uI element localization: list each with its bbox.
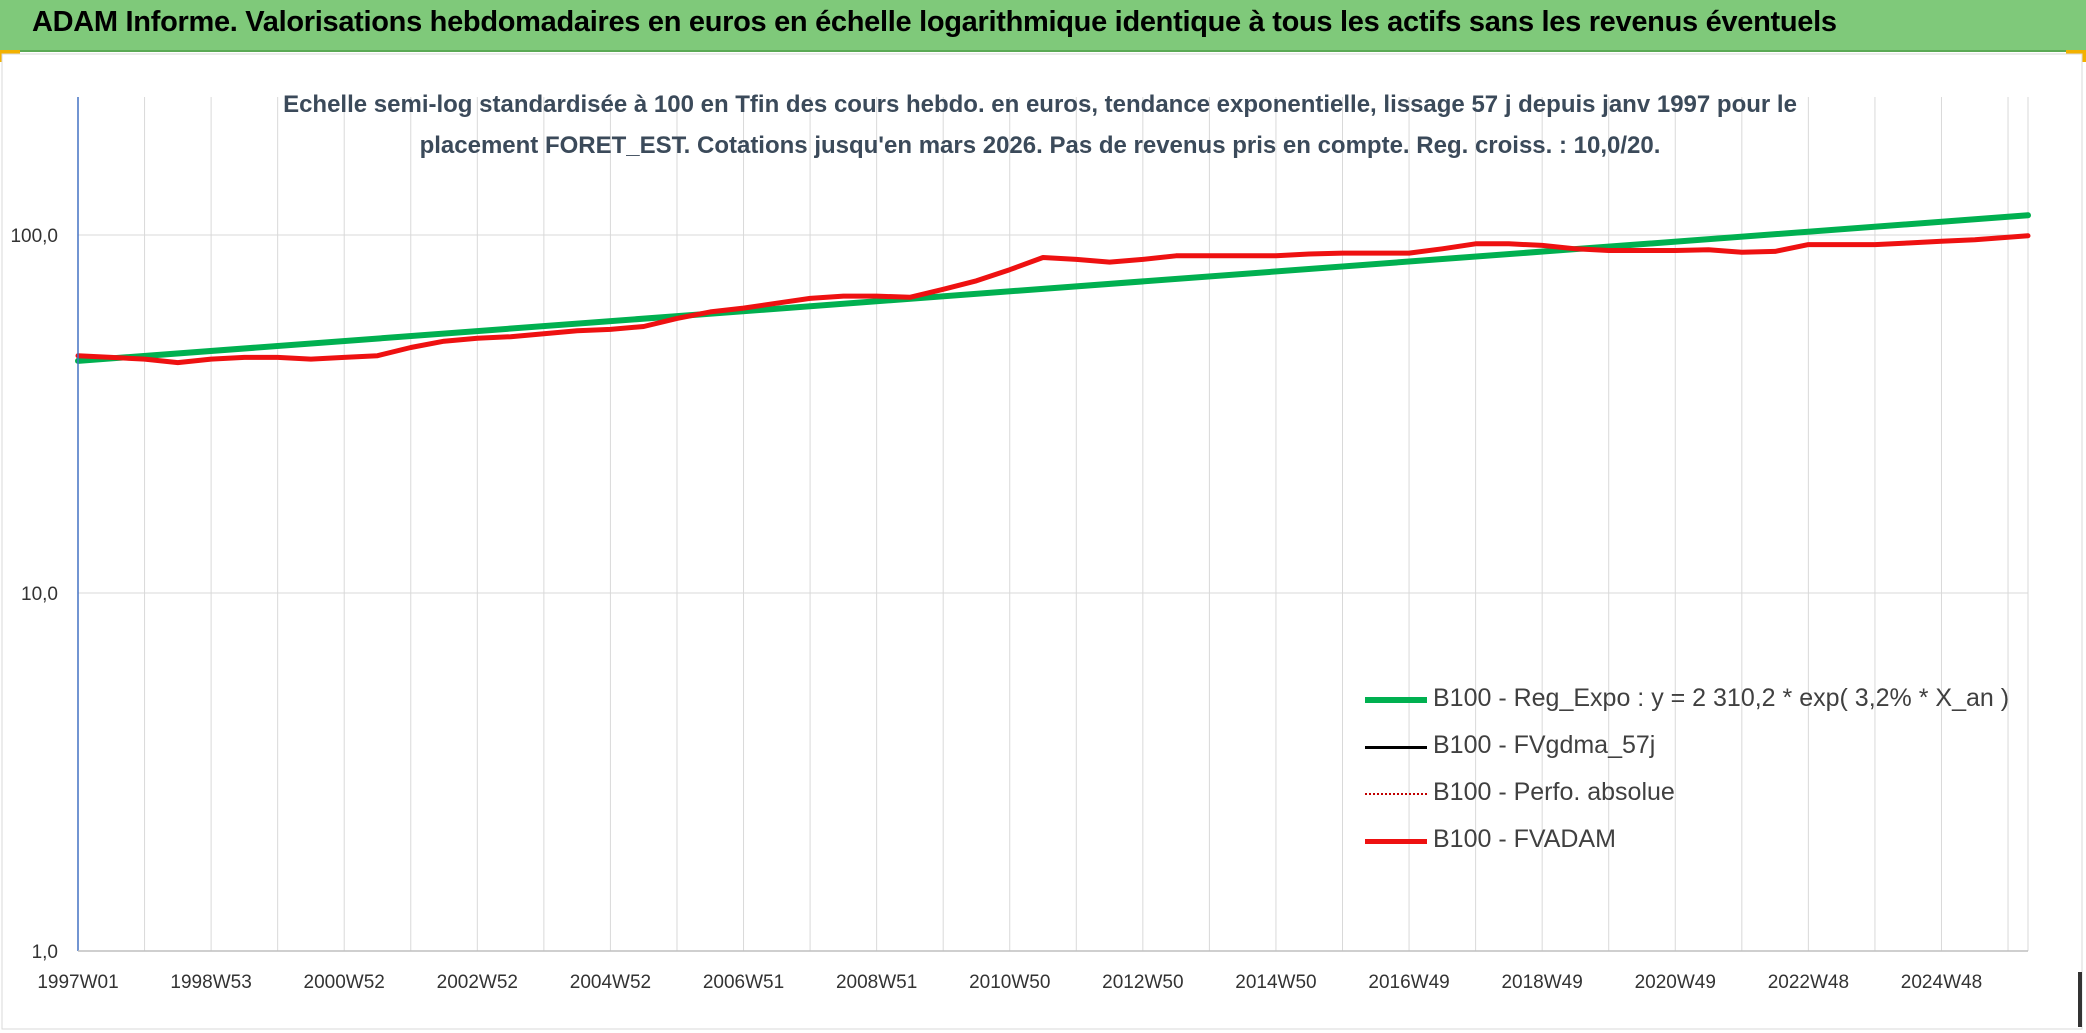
y-tick-label: 10,0 — [21, 584, 58, 605]
y-tick-labels: 1,0 10,0 100,0 — [10, 226, 58, 963]
chart-title: Echelle semi-log standardisée à 100 en T… — [283, 91, 1797, 159]
chart-area: 1,0 10,0 100,0 1997W01 1998W53 2000W52 2002W5… — [1, 53, 2083, 1030]
x-tick-label: 1997W01 — [37, 972, 118, 993]
x-tick-label: 2008W51 — [836, 972, 917, 993]
x-tick-label: 2024W48 — [1901, 972, 1982, 993]
report-header: ADAM Informe. Valorisations hebdomadaire… — [0, 0, 2086, 52]
x-tick-label: 1998W53 — [170, 972, 251, 993]
legend-swatch-fvadam — [1365, 838, 1427, 844]
legend-swatch-perfo — [1365, 793, 1427, 795]
series-line-fvadam — [75, 233, 2031, 366]
x-tick-label: 2002W52 — [437, 972, 518, 993]
x-tick-label: 2010W50 — [969, 972, 1050, 993]
y-tick-label: 1,0 — [32, 942, 58, 963]
x-tick-label: 2018W49 — [1501, 972, 1582, 993]
x-tick-label: 2000W52 — [304, 972, 385, 993]
x-tick-label: 2020W49 — [1635, 972, 1716, 993]
legend-label-fvadam: B100 - FVADAM — [1433, 825, 1616, 853]
series-layer — [75, 212, 2031, 366]
x-tick-label: 2006W51 — [703, 972, 784, 993]
y-tick-label: 100,0 — [10, 226, 58, 247]
x-tick-labels: 1997W01 1998W53 2000W52 2002W52 2004W52 2006W… — [37, 972, 1982, 993]
legend-swatch-fvgdma — [1365, 745, 1427, 749]
x-tick-label: 2014W50 — [1235, 972, 1316, 993]
axes-layer — [77, 97, 2028, 952]
x-tick-label: 2022W48 — [1768, 972, 1849, 993]
legend-label-fvgdma: B100 - FVgdma_57j — [1433, 731, 1656, 759]
x-tick-label: 2004W52 — [570, 972, 651, 993]
legend-label-trend: B100 - Reg_Expo : y = 2 310,2 * exp( 3,2… — [1433, 684, 2010, 712]
legend-swatch-trend — [1365, 697, 1427, 703]
series-line-trend — [75, 212, 2031, 364]
x-tick-label: 2012W50 — [1102, 972, 1183, 993]
legend-label-perfo: B100 - Perfo. absolue — [1433, 778, 1675, 806]
report-title: ADAM Informe. Valorisations hebdomadaire… — [32, 6, 1837, 38]
chart-frame — [1, 53, 2083, 1030]
x-tick-label: 2016W49 — [1368, 972, 1449, 993]
